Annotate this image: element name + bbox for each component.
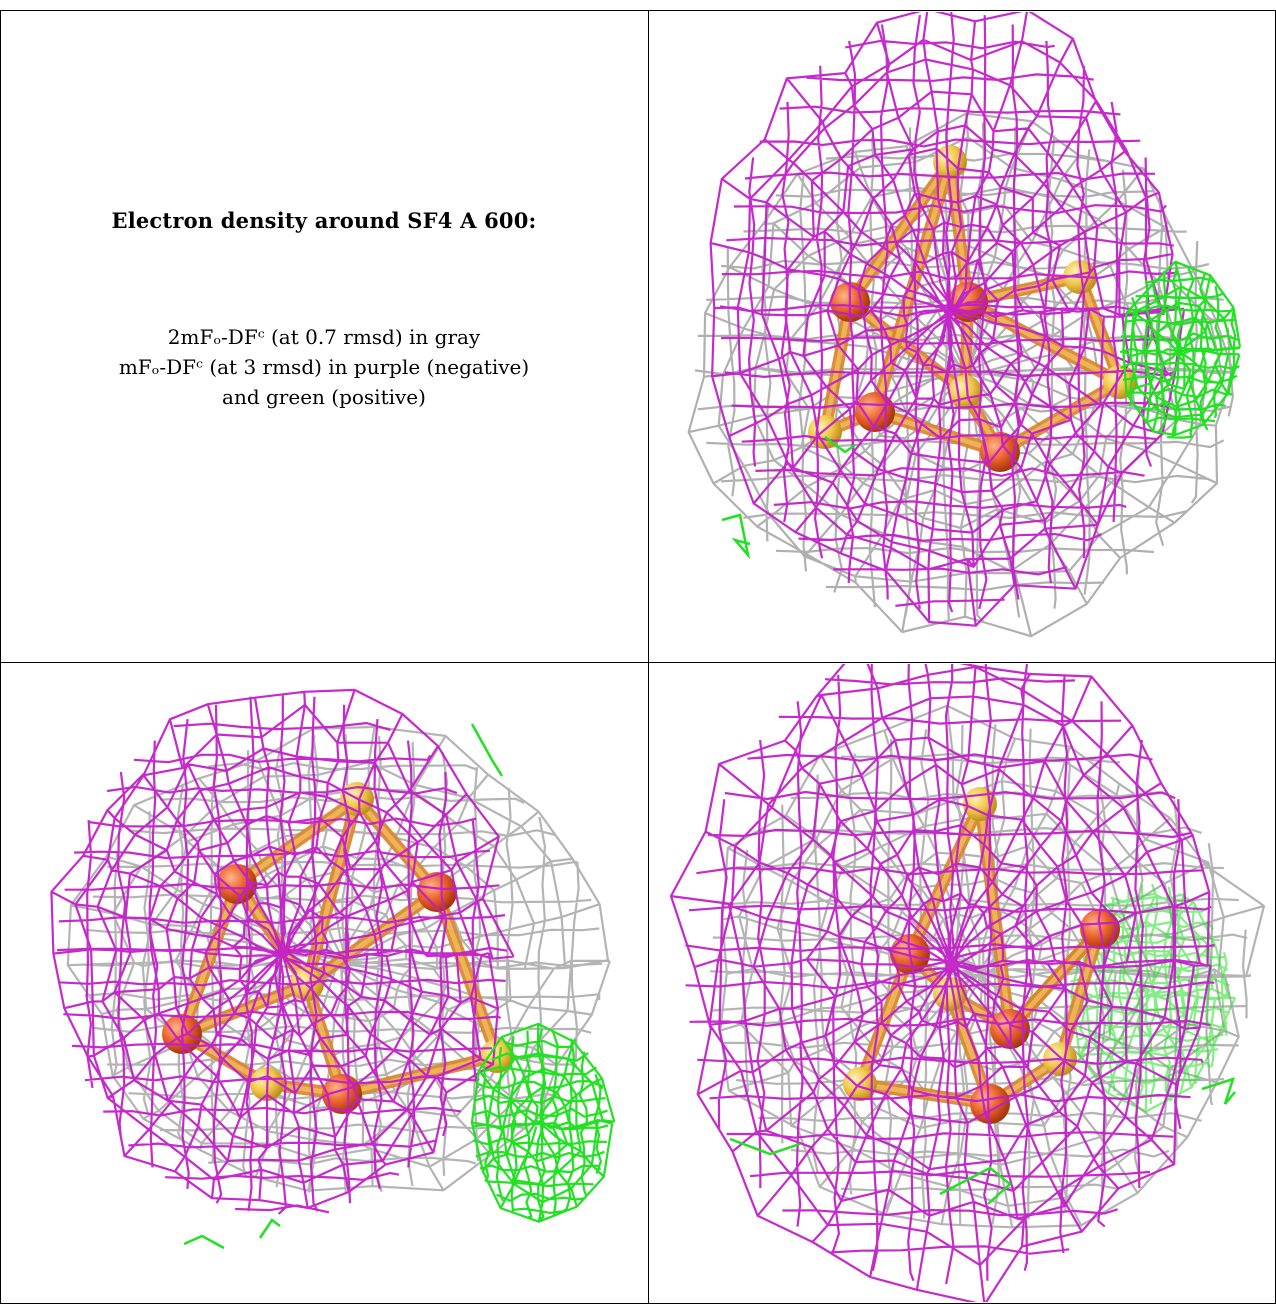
purple-negative-mesh (50, 688, 515, 1215)
fe-s-bond-highlight (847, 159, 953, 305)
density-panel-bottom-right (650, 664, 1274, 1302)
fe-s-bond-highlight (1077, 274, 1123, 385)
fe-s-bond-highlight (179, 881, 240, 1037)
green-fragment (824, 436, 856, 454)
legend-green-map: and green (positive) (222, 385, 426, 409)
figure-title: Electron density around SF4 A 600: (111, 208, 537, 233)
figure-legend: 2mFₒ-DFᶜ (at 0.7 rmsd) in gray mFₒ-DFᶜ (… (0, 322, 648, 412)
green-fragment (258, 1218, 281, 1239)
density-view-1 (687, 12, 1242, 638)
sulfur-atom (948, 375, 982, 409)
fe-s-bond-highlight (872, 159, 953, 415)
fe-s-bond-highlight (179, 981, 310, 1037)
legend-purple-map: mFₒ-DFᶜ (at 3 rmsd) in purple (negative) (118, 355, 530, 379)
density-view-3 (669, 664, 1266, 1302)
fe-s-bond-highlight (354, 796, 440, 895)
border-middle (0, 662, 1276, 663)
fe-s-bond-highlight (234, 881, 310, 987)
fe-s-bond-highlight (234, 796, 360, 887)
green-fragment (470, 723, 504, 777)
iron-atom (970, 1084, 1010, 1124)
green-positive-mesh (1119, 260, 1242, 439)
density-panel-bottom-left (2, 664, 647, 1302)
fe-s-bond-highlight (907, 801, 983, 957)
iron-atom (417, 872, 457, 912)
fe-s-bond-highlight (822, 299, 853, 435)
caption-cell: Electron density around SF4 A 600: 2mFₒ-… (0, 0, 648, 662)
fe-s-bond-highlight (304, 889, 440, 987)
purple-negative-mesh (709, 12, 1186, 627)
density-panel-top-right (650, 12, 1274, 661)
green-fragment (721, 513, 751, 560)
green-fragment (939, 1166, 1012, 1205)
legend-gray-map: 2mFₒ-DFᶜ (at 0.7 rmsd) in gray (167, 325, 481, 349)
fe-s-bond-highlight (1007, 926, 1103, 1032)
border-center (648, 10, 649, 1304)
purple-negative-mesh (669, 664, 1215, 1302)
green-positive-mesh (470, 1022, 616, 1223)
border-top (0, 10, 1276, 11)
fe-s-bond-highlight (872, 409, 1003, 455)
green-fragment (729, 1137, 801, 1156)
density-view-2 (50, 688, 616, 1250)
border-left (0, 10, 1, 1304)
green-fragment (183, 1234, 225, 1250)
green-fragment (1201, 1077, 1236, 1105)
